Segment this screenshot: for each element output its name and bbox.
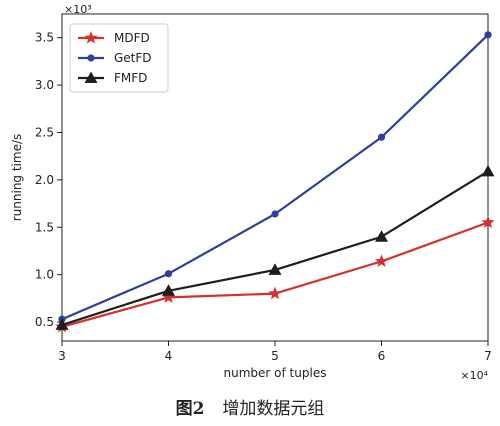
x-multiplier-label: ×10⁴ <box>460 369 488 382</box>
x-tick-label: 6 <box>378 349 386 363</box>
line-chart: 0.5 1.0 1.5 2.0 2.5 3.0 3.5 3 4 5 6 7 ×10³ ×10⁴ number… <box>10 3 495 382</box>
data-point-getfd <box>164 270 173 278</box>
y-tick-label: 2.5 <box>35 125 54 139</box>
data-point-mdfd <box>268 286 282 300</box>
y-tick-label: 3.0 <box>35 78 54 92</box>
data-point-fmfd <box>375 230 388 242</box>
y-tick-label: 2.0 <box>35 173 54 187</box>
legend-box <box>69 23 169 93</box>
data-point-fmfd <box>162 284 175 296</box>
legend-label-getfd: GetFD <box>114 51 152 65</box>
data-point-getfd <box>377 133 386 141</box>
data-point-mdfd <box>374 254 389 268</box>
data-point-getfd <box>484 31 492 39</box>
legend-marker-getfd <box>87 54 95 62</box>
data-point-fmfd <box>481 164 495 177</box>
legend-label-mdfd: MDFD <box>114 31 150 45</box>
plot-area: 0.5 1.0 1.5 2.0 2.5 3.0 3.5 3 4 5 6 7 ×10³ ×10⁴ number… <box>10 3 495 382</box>
series-line-fmfd <box>61 170 489 326</box>
legend-label-fmfd: FMFD <box>114 71 147 85</box>
y-tick-label: 0.5 <box>35 315 54 329</box>
data-point-fmfd <box>268 263 282 275</box>
data-point-mdfd <box>161 290 176 304</box>
data-point-getfd <box>271 210 279 218</box>
x-tick-label: 3 <box>58 349 66 363</box>
x-tick-label: 4 <box>165 349 173 363</box>
x-axis-label: number of tuples <box>224 366 327 380</box>
legend-marker-fmfd <box>84 71 98 83</box>
figure-caption-text: 增加数据元组 <box>222 399 325 419</box>
y-tick-label: 3.5 <box>35 31 54 45</box>
x-tick-label: 5 <box>271 349 279 363</box>
data-point-mdfd <box>481 215 495 229</box>
y-tick-label: 1.5 <box>35 220 54 234</box>
y-tick-label: 1.0 <box>35 268 54 282</box>
x-tick-label: 7 <box>484 349 492 363</box>
figure-caption: 图2 增加数据元组 <box>0 394 500 419</box>
data-point-fmfd <box>55 318 69 330</box>
y-axis-label: running time/s <box>10 134 24 222</box>
y-multiplier-label: ×10³ <box>64 3 92 16</box>
figure-number: 图2 <box>175 399 205 419</box>
legend-marker-mdfd <box>84 31 98 44</box>
